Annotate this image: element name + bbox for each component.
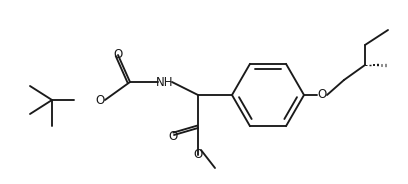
- Text: O: O: [113, 47, 123, 61]
- Text: O: O: [317, 89, 327, 102]
- Text: O: O: [95, 93, 104, 107]
- Text: O: O: [169, 130, 177, 142]
- Text: NH: NH: [156, 75, 174, 89]
- Text: O: O: [193, 148, 203, 162]
